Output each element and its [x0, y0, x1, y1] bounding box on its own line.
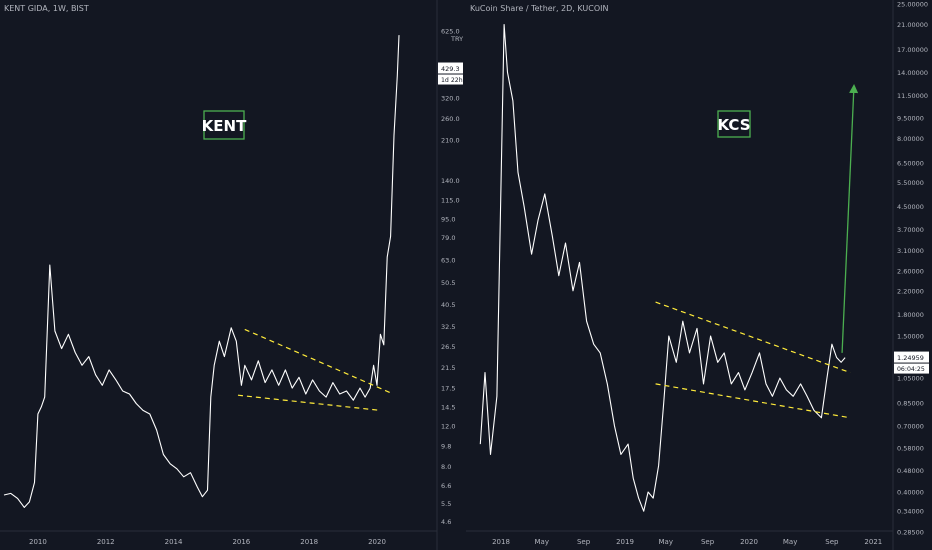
annotation-label: KENT: [202, 117, 247, 135]
x-tick-label: Sep: [701, 538, 715, 546]
y-tick-label: 5.5: [441, 500, 451, 508]
y-tick-label: 210.0: [441, 136, 460, 144]
y-tick-label: 0.48000: [897, 467, 924, 475]
y-tick-label: 95.0: [441, 216, 455, 224]
y-tick-label: 0.34000: [897, 508, 924, 516]
y-tick-label: 140.0: [441, 177, 460, 185]
y-tick-label: 4.50000: [897, 203, 924, 211]
y-tick-label: 6.50000: [897, 159, 924, 167]
x-tick-label: 2014: [165, 538, 183, 546]
last-price-tag: [894, 351, 929, 363]
annotation-box: [203, 110, 245, 140]
y-tick-label: 1.05000: [897, 375, 924, 383]
y-tick-label: 2.60000: [897, 268, 924, 276]
y-tick-label: 0.40000: [897, 488, 924, 496]
x-tick-label: 2018: [492, 538, 510, 546]
y-tick-label: 12.0: [441, 422, 455, 430]
x-tick-label: 2020: [368, 538, 386, 546]
y-tick-label: 50.5: [441, 279, 455, 287]
x-tick-label: Sep: [825, 538, 839, 546]
last-price-label: 1.24959: [897, 354, 924, 362]
x-tick-label: 2018: [300, 538, 318, 546]
x-tick-label: 2012: [97, 538, 115, 546]
y-tick-label: 17.5: [441, 385, 455, 393]
pane-left: 625.0 320.0 260.0 210.0 140.0 115.0 95.0 79.0 63…: [0, 0, 463, 550]
last-price-label: 429.3: [441, 65, 460, 73]
y-tick-label: 14.5: [441, 403, 455, 411]
y-tick-label: 8.0: [441, 463, 451, 471]
chart-title-right: KuCoin Share / Tether, 2D, KUCOIN: [470, 4, 609, 13]
chart-title-left: KENT GIDA, 1W, BIST: [4, 4, 89, 13]
x-tick-label: 2020: [740, 538, 758, 546]
y-tick-label: 11.50000: [897, 92, 928, 100]
y-tick-label: 320.0: [441, 94, 460, 102]
y-tick-label: 40.5: [441, 301, 455, 309]
annotation-label: KCS: [717, 116, 750, 134]
y-tick-label: 9.50000: [897, 115, 924, 123]
y-tick-label: 6.6: [441, 482, 451, 490]
x-tick-label: 2010: [29, 538, 47, 546]
y-tick-label: 17.00000: [897, 46, 928, 54]
y-tick-label: 260.0: [441, 115, 460, 123]
x-tick-label: May: [535, 538, 549, 546]
y-tick-label: 21.00000: [897, 21, 928, 29]
x-tick-label: 2016: [232, 538, 250, 546]
countdown-label: 1d 22h: [441, 77, 463, 84]
trendline-dashed: [655, 301, 851, 374]
annotation-box: [717, 110, 751, 138]
y-tick-label: 21.5: [441, 364, 455, 372]
y-tick-label: 14.00000: [897, 69, 928, 77]
y-tick-label: 625.0: [441, 28, 460, 36]
x-tick-label: Sep: [577, 538, 591, 546]
last-price-tag: [438, 62, 463, 74]
y-tick-label: 2.20000: [897, 287, 924, 295]
y-tick-label: 115.0: [441, 197, 460, 205]
price-line: [3, 35, 400, 508]
y-axis-unit: TRY: [450, 35, 463, 43]
y-tick-label: 0.58000: [897, 445, 924, 453]
y-tick-label: 79.0: [441, 234, 455, 242]
countdown-tag: [438, 74, 463, 85]
trendline-dashed: [237, 394, 381, 411]
trendline-dashed: [244, 328, 391, 394]
x-tick-label: May: [659, 538, 673, 546]
projection-arrow: [841, 83, 859, 353]
y-tick-label: 0.70000: [897, 422, 924, 430]
countdown-tag: [894, 363, 929, 374]
y-tick-label: 25.00000: [897, 1, 928, 9]
y-tick-label: 0.28500: [897, 529, 924, 537]
y-tick-label: 8.00000: [897, 135, 924, 143]
x-tick-label: 2021: [864, 538, 882, 546]
y-tick-label: 3.70000: [897, 226, 924, 234]
y-tick-label: 26.5: [441, 343, 455, 351]
x-tick-label: May: [783, 538, 797, 546]
price-line: [479, 24, 846, 512]
y-tick-label: 5.50000: [897, 179, 924, 187]
y-tick-label: 4.6: [441, 518, 451, 526]
y-tick-label: 1.80000: [897, 311, 924, 319]
y-tick-label: 3.10000: [897, 247, 924, 255]
y-tick-label: 63.0: [441, 257, 455, 265]
y-tick-label: 0.85000: [897, 400, 924, 408]
y-tick-label: 1.50000: [897, 333, 924, 341]
countdown-label: 06:04:25: [897, 366, 925, 373]
trendline-dashed: [655, 383, 851, 419]
pane-right: 25.00000 21.00000 17.00000 14.00000 11.50000…: [466, 0, 929, 550]
x-tick-label: 2019: [616, 538, 634, 546]
y-tick-label: 32.5: [441, 323, 455, 331]
y-tick-label: 9.8: [441, 443, 451, 451]
